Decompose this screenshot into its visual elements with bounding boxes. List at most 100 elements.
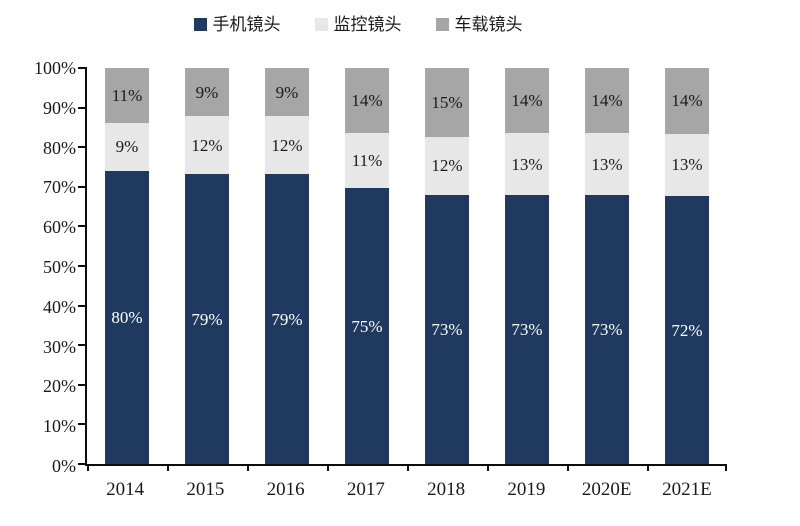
x-axis-category-label: 2019 xyxy=(507,479,546,500)
y-axis-tick-label: 0% xyxy=(52,456,76,476)
data-label: 13% xyxy=(591,154,623,174)
x-axis-labels: 2014 2015 2016 2017 2018 2019 2020E 2021E xyxy=(85,479,727,502)
bar-slot-2016: 79% 12% 9% xyxy=(247,68,327,464)
bar-slot-2015: 79% 12% 9% xyxy=(167,68,247,464)
x-axis-category-label: 2014 xyxy=(106,479,145,500)
x-axis-tick-mark xyxy=(407,464,409,471)
y-axis-tick-mark xyxy=(78,383,87,386)
legend-label: 监控镜头 xyxy=(333,15,402,34)
data-label: 80% xyxy=(111,308,143,327)
data-label: 73% xyxy=(591,320,623,340)
x-axis-tick-mark xyxy=(247,464,249,471)
bar-segment-2016-手机镜头: 79% xyxy=(265,174,309,464)
stacked-bar-2020E: 73% 13% 14% xyxy=(585,68,629,464)
y-axis-tick-mark xyxy=(78,304,87,307)
data-label: 13% xyxy=(511,154,543,174)
data-label: 15% xyxy=(431,92,463,112)
bar-segment-2018-手机镜头: 73% xyxy=(425,195,469,464)
x-axis-tick-mark xyxy=(87,464,89,471)
data-label: 9% xyxy=(115,137,139,157)
bar-segment-2015-手机镜头: 79% xyxy=(185,174,229,464)
data-label: 14% xyxy=(671,91,703,111)
data-label: 14% xyxy=(591,91,623,111)
x-axis-category-label: 2017 xyxy=(346,479,385,500)
legend-item-0: 手机镜头 xyxy=(193,15,281,34)
data-label: 11% xyxy=(111,85,143,105)
y-axis-tick-mark xyxy=(78,146,87,149)
y-axis-tick-label: 30% xyxy=(43,336,76,357)
bar-segment-2021E-手机镜头: 72% xyxy=(665,196,709,464)
legend-label: 车载镜头 xyxy=(454,15,523,34)
bar-segment-2015-监控镜头: 12% xyxy=(185,116,229,175)
y-axis-tick-mark xyxy=(78,265,87,267)
stacked-bar-2016: 79% 12% 9% xyxy=(265,68,309,464)
y-axis-tick-label: 80% xyxy=(43,137,76,158)
bar-segment-2017-监控镜头: 11% xyxy=(345,133,389,189)
x-axis-category-label: 2020E xyxy=(581,479,632,500)
data-label: 14% xyxy=(511,91,543,111)
y-axis-tick-mark xyxy=(78,463,87,465)
bar-segment-2018-监控镜头: 12% xyxy=(425,136,469,196)
bar-segment-2016-监控镜头: 12% xyxy=(265,116,309,175)
data-label: 12% xyxy=(271,135,303,155)
legend-item-1: 监控镜头 xyxy=(314,15,402,34)
y-axis-tick-mark xyxy=(78,344,87,347)
y-axis-tick-mark xyxy=(78,185,87,188)
y-axis-tick-label: 20% xyxy=(43,376,76,397)
y-axis-tick-label: 10% xyxy=(43,416,76,437)
x-axis-category-label: 2021E xyxy=(662,479,712,500)
plot-area: 80% 9% 11% 79% 12% 9% 79% 12% 9% 75% 11% 14% 73% 12% 1… xyxy=(78,67,727,471)
data-label: 79% xyxy=(191,309,223,329)
bar-slot-2017: 75% 11% 14% xyxy=(327,68,407,464)
bar-segment-2017-车载镜头: 14% xyxy=(345,68,389,134)
data-label: 11% xyxy=(351,151,383,171)
bar-segment-2020E-车载镜头: 14% xyxy=(585,68,629,134)
stacked-bar-2019: 73% 13% 14% xyxy=(505,68,549,464)
bar-segment-2019-手机镜头: 73% xyxy=(505,195,549,464)
data-label: 72% xyxy=(671,320,703,340)
y-axis-tick-label: 50% xyxy=(43,257,76,277)
y-axis-tick-label: 60% xyxy=(43,217,76,238)
stacked-bar-2015: 79% 12% 9% xyxy=(185,68,229,464)
y-axis-tick-label: 90% xyxy=(43,97,76,118)
legend-label: 手机镜头 xyxy=(212,15,281,34)
data-label: 12% xyxy=(431,156,463,176)
legend-swatch-icon xyxy=(193,18,207,31)
x-axis-tick-mark xyxy=(567,464,569,471)
legend-swatch-icon xyxy=(314,18,328,31)
x-axis-tick-mark xyxy=(647,464,649,471)
y-axis-tick-mark xyxy=(78,67,87,69)
y-axis-tick-mark xyxy=(78,423,87,426)
bar-segment-2021E-监控镜头: 13% xyxy=(665,133,709,197)
x-axis-tick-mark xyxy=(487,464,489,471)
bar-slot-2020E: 73% 13% 14% xyxy=(567,68,647,464)
stacked-bar-2018: 73% 12% 15% xyxy=(425,68,469,464)
y-axis-tick-label: 70% xyxy=(43,177,76,198)
y-axis-tick-label: 40% xyxy=(43,296,76,317)
chart-legend: 手机镜头 监控镜头 车载镜头 xyxy=(0,16,716,33)
bar-segment-2020E-手机镜头: 73% xyxy=(585,195,629,464)
stacked-bar-2021E: 72% 13% 14% xyxy=(665,68,709,464)
bar-segment-2020E-监控镜头: 13% xyxy=(585,133,629,196)
y-axis-tick-mark xyxy=(78,225,87,228)
legend-item-2: 车载镜头 xyxy=(435,15,523,34)
data-label: 79% xyxy=(271,309,303,329)
data-label: 14% xyxy=(351,91,383,111)
x-axis-tick-mark xyxy=(725,464,727,471)
y-axis-labels: 100% 90% 80% 70% 60% 50% 40% 30% 20% 10% 0% xyxy=(0,59,76,475)
bar-segment-2014-车载镜头: 11% xyxy=(105,68,149,123)
stacked-bar-2017: 75% 11% 14% xyxy=(345,68,389,464)
stacked-bar-2014: 80% 9% 11% xyxy=(105,68,149,464)
bar-slot-2021E: 72% 13% 14% xyxy=(647,68,727,464)
bar-segment-2014-监控镜头: 9% xyxy=(105,122,149,171)
bar-slot-2018: 73% 12% 15% xyxy=(407,68,487,464)
legend-swatch-icon xyxy=(435,18,449,31)
bar-segment-2018-车载镜头: 15% xyxy=(425,68,469,137)
data-label: 12% xyxy=(191,135,223,155)
y-axis-tick-mark xyxy=(78,106,87,109)
bar-slot-2019: 73% 13% 14% xyxy=(487,68,567,464)
bar-segment-2021E-车载镜头: 14% xyxy=(665,68,709,134)
data-label: 73% xyxy=(431,320,463,340)
x-axis-tick-mark xyxy=(327,464,329,471)
y-axis-tick-label: 100% xyxy=(34,58,76,78)
